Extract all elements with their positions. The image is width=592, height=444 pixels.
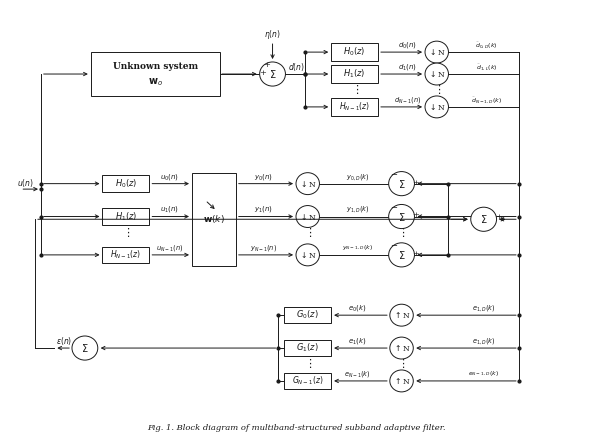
Text: $d_0(n)$: $d_0(n)$ (398, 40, 417, 50)
Text: $e_{1,D}(k)$: $e_{1,D}(k)$ (472, 303, 496, 313)
Text: $\uparrow$N: $\uparrow$N (392, 310, 410, 320)
Text: $u_{N-1}(n)$: $u_{N-1}(n)$ (156, 243, 184, 253)
Text: $\Sigma$: $\Sigma$ (398, 178, 406, 190)
Text: +: + (412, 250, 419, 258)
Text: $\eta(n)$: $\eta(n)$ (264, 28, 281, 41)
Circle shape (296, 206, 320, 227)
Bar (284, 340, 331, 356)
Circle shape (389, 243, 414, 267)
Circle shape (425, 96, 449, 118)
Text: $H_1(z)$: $H_1(z)$ (115, 210, 137, 223)
Circle shape (296, 173, 320, 194)
Text: +: + (412, 211, 419, 219)
Text: $d_1(n)$: $d_1(n)$ (398, 62, 417, 72)
Text: $\downarrow$N: $\downarrow$N (428, 47, 446, 57)
Text: $\tilde{d}_{1,L}(k)$: $\tilde{d}_{1,L}(k)$ (476, 63, 497, 72)
Text: $y_{N-1,D}(k)$: $y_{N-1,D}(k)$ (342, 244, 373, 252)
Text: Unknown system: Unknown system (112, 63, 198, 71)
Text: +: + (259, 69, 266, 77)
Text: $\vdots$: $\vdots$ (122, 226, 130, 239)
Text: $\downarrow$N: $\downarrow$N (299, 250, 317, 260)
Circle shape (260, 62, 285, 86)
Text: $H_0(z)$: $H_0(z)$ (115, 178, 137, 190)
Text: +: + (495, 213, 502, 221)
Text: $e_0(k)$: $e_0(k)$ (348, 303, 367, 313)
Text: $\tilde{d}_{N-1,D}(k)$: $\tilde{d}_{N-1,D}(k)$ (471, 95, 502, 105)
Text: −: − (391, 171, 397, 179)
Text: $u_0(n)$: $u_0(n)$ (160, 171, 179, 182)
Text: $\downarrow$N: $\downarrow$N (428, 69, 446, 79)
Text: $G_0(z)$: $G_0(z)$ (297, 309, 319, 321)
Text: $y_{0,D}(k)$: $y_{0,D}(k)$ (346, 171, 369, 182)
Text: $y_0(n)$: $y_0(n)$ (254, 171, 274, 182)
Circle shape (390, 370, 413, 392)
Text: $H_0(z)$: $H_0(z)$ (343, 46, 366, 58)
Bar (284, 307, 331, 323)
Text: $\uparrow$N: $\uparrow$N (392, 376, 410, 386)
Text: $e_{N-1}(k)$: $e_{N-1}(k)$ (344, 369, 371, 379)
Circle shape (72, 336, 98, 360)
Text: $\vdots$: $\vdots$ (397, 226, 406, 239)
Text: $e_1(k)$: $e_1(k)$ (348, 336, 367, 346)
Text: $\vdots$: $\vdots$ (304, 357, 312, 370)
Text: $y_{N-1}(n)$: $y_{N-1}(n)$ (250, 243, 277, 253)
Text: $H_{N-1}(z)$: $H_{N-1}(z)$ (110, 249, 141, 261)
Text: $\Sigma$: $\Sigma$ (269, 68, 276, 80)
Circle shape (296, 244, 320, 266)
Text: $\tilde{d}_{0,D}(k)$: $\tilde{d}_{0,D}(k)$ (475, 41, 498, 50)
Text: $u(n)$: $u(n)$ (17, 177, 34, 189)
Text: $d(n)$: $d(n)$ (288, 61, 304, 73)
Circle shape (389, 171, 414, 196)
Text: $\mathbf{w}_o$: $\mathbf{w}_o$ (148, 76, 163, 88)
Text: $H_1(z)$: $H_1(z)$ (343, 68, 366, 80)
Text: $\downarrow$N: $\downarrow$N (428, 102, 446, 112)
Bar (331, 98, 378, 116)
Text: $\vdots$: $\vdots$ (304, 226, 312, 239)
Bar (331, 65, 378, 83)
Text: +: + (263, 61, 270, 69)
Text: $e_{1,D}(k)$: $e_{1,D}(k)$ (472, 336, 496, 346)
Text: $\vdots$: $\vdots$ (433, 83, 441, 96)
Circle shape (390, 304, 413, 326)
Bar (91, 52, 220, 96)
Text: $\varepsilon(n)$: $\varepsilon(n)$ (56, 335, 72, 347)
Bar (192, 173, 236, 266)
Text: −: − (391, 204, 397, 212)
Circle shape (390, 337, 413, 359)
Text: $e_{N-1,D}(k)$: $e_{N-1,D}(k)$ (468, 369, 499, 378)
Text: $\downarrow$N: $\downarrow$N (299, 178, 317, 189)
Text: $\downarrow$N: $\downarrow$N (299, 211, 317, 222)
Text: $d_{N-1}(n)$: $d_{N-1}(n)$ (394, 95, 421, 105)
Bar (102, 208, 149, 225)
Text: $y_{1,D}(k)$: $y_{1,D}(k)$ (346, 204, 369, 214)
Text: $G_{N-1}(z)$: $G_{N-1}(z)$ (292, 375, 323, 387)
Circle shape (471, 207, 497, 231)
Text: $\Sigma$: $\Sigma$ (81, 342, 89, 354)
Bar (331, 44, 378, 61)
Text: Fig. 1. Block diagram of multiband-structured subband adaptive filter.: Fig. 1. Block diagram of multiband-struc… (147, 424, 445, 432)
Circle shape (425, 63, 449, 85)
Text: $\vdots$: $\vdots$ (350, 83, 359, 96)
Text: +: + (412, 178, 419, 186)
Text: $\Sigma$: $\Sigma$ (398, 249, 406, 261)
Text: −: − (391, 242, 397, 250)
Text: $\Sigma$: $\Sigma$ (398, 210, 406, 222)
Text: $\uparrow$N: $\uparrow$N (392, 343, 410, 353)
Text: $\mathbf{w}(k)$: $\mathbf{w}(k)$ (203, 213, 225, 225)
Text: $\vdots$: $\vdots$ (397, 357, 406, 370)
Text: $u_1(n)$: $u_1(n)$ (160, 204, 179, 214)
Bar (102, 247, 149, 263)
Text: $\Sigma$: $\Sigma$ (480, 213, 487, 225)
Circle shape (425, 41, 449, 63)
Circle shape (389, 205, 414, 229)
Text: $y_1(n)$: $y_1(n)$ (254, 204, 274, 214)
Bar (284, 373, 331, 389)
Text: $G_1(z)$: $G_1(z)$ (297, 342, 319, 354)
Bar (102, 175, 149, 192)
Text: $H_{N-1}(z)$: $H_{N-1}(z)$ (339, 101, 370, 113)
